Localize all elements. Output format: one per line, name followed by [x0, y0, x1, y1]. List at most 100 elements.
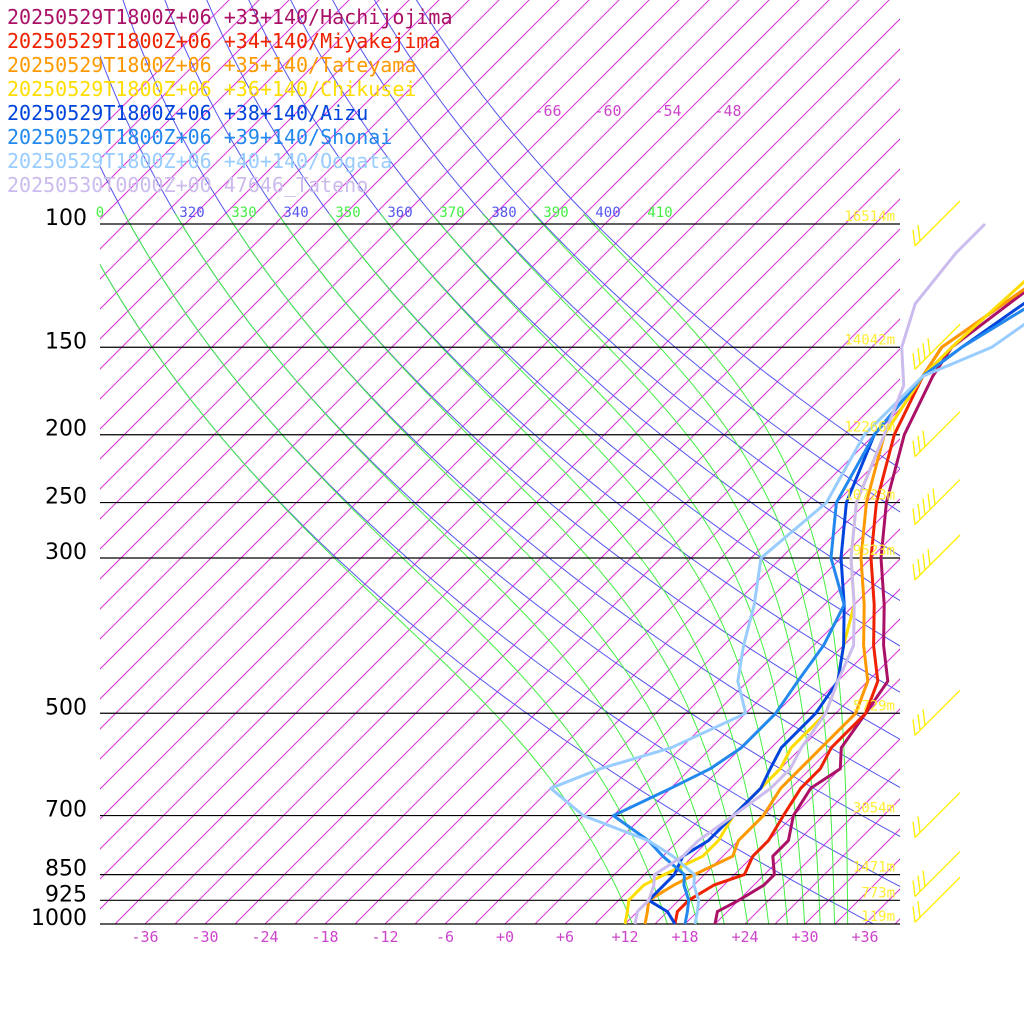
isotherm [114, 138, 900, 924]
level-height-label: 16514m [844, 209, 895, 225]
isotherm [100, 0, 320, 220]
wind-barb-flag [922, 709, 926, 726]
wind-barb-flag [927, 493, 931, 510]
isotherm [774, 798, 900, 924]
wind-barb-flag [912, 229, 916, 247]
isotherm [100, 0, 710, 610]
wind-barb-flag [922, 343, 926, 360]
wind-barb-staff [914, 851, 961, 898]
upper-isotherm-label: -54 [654, 102, 681, 120]
level-height-label: 1471m [853, 860, 895, 876]
isotherm [100, 0, 740, 640]
isotherm [100, 0, 380, 280]
level-height-label: 5729m [853, 698, 895, 714]
wind-barb-staff [914, 689, 961, 736]
wind-barb-flag [912, 563, 916, 581]
theta-label: 400 [595, 205, 620, 221]
isotherm [100, 0, 800, 700]
wind-barb-flag [917, 714, 921, 731]
legend-entry: 20250529T1800Z+06 +39+140/Shonai [7, 125, 392, 149]
isotherm-lines [100, 0, 900, 924]
wind-barb-flag [917, 435, 921, 452]
legend-entry: 20250529T1800Z+06 +38+140/Aizu [7, 101, 368, 125]
wind-barb-staff [914, 792, 961, 839]
wind-barb-flag [912, 440, 916, 457]
isotherm [100, 0, 680, 580]
moist-adiabat [482, 213, 821, 924]
theta-label: 390 [543, 205, 568, 221]
isotherm [100, 78, 900, 880]
temperature-tick-label: +24 [731, 928, 758, 946]
isotherm [100, 0, 770, 670]
isotherm [264, 288, 900, 924]
theta-label: 360 [387, 205, 412, 221]
pressure-tick-label: 100 [45, 206, 87, 231]
moist-adiabat [277, 213, 749, 924]
pressure-tick-label: 300 [45, 540, 87, 565]
legend-entry: 20250529T1800Z+06 +35+140/Tateyama [7, 53, 416, 77]
upper-isotherm-label: -66 [534, 102, 561, 120]
wind-barb-flag [912, 880, 916, 897]
temperature-tick-label: -30 [191, 928, 218, 946]
isotherm [100, 18, 900, 820]
wind-barb-staff [914, 200, 961, 247]
sounding-profile-line [713, 290, 1024, 925]
legend-entry: 20250529T1800Z+06 +40+140/Oogata [7, 149, 392, 173]
pressure-tick-label: 1000 [31, 906, 87, 931]
isotherm [504, 528, 900, 924]
theta-label: 350 [335, 205, 360, 221]
isotherm [100, 0, 860, 760]
isotherm [294, 318, 900, 924]
dry-adiabat [248, 0, 900, 647]
wind-barb-flag [912, 906, 916, 923]
pressure-tick-label: 850 [45, 857, 87, 882]
isotherm [100, 0, 890, 790]
theta-label: 340 [283, 205, 308, 221]
wind-barb-flag [912, 508, 916, 525]
sounding-profiles [549, 222, 1024, 925]
isotherm [324, 348, 900, 924]
sounding-profile-line [633, 222, 987, 925]
isotherm [384, 408, 900, 924]
equivalent-potential-temperature-lines [100, 213, 849, 924]
theta-label: 330 [231, 205, 256, 221]
level-height-label: 10723m [844, 488, 895, 504]
wind-barb-flag [932, 488, 936, 505]
sounding-profile-line [611, 307, 1024, 925]
chart-legend: 20250529T1800Z+06 +33+140/Hachijojima202… [7, 5, 453, 197]
isotherm [894, 918, 900, 924]
pressure-tick-label: 250 [45, 485, 87, 510]
wind-barb-staff [914, 534, 961, 581]
wind-barb-flag [927, 548, 931, 566]
theta-label: 410 [647, 205, 672, 221]
legend-entry: 20250529T1800Z+06 +36+140/Chikusei [7, 77, 416, 101]
isotherm [100, 108, 900, 910]
upper-isotherm-label: -48 [714, 102, 741, 120]
sounding-profile-line [643, 287, 1024, 925]
dry-adiabat [373, 0, 900, 513]
wind-barb-flag [917, 901, 921, 918]
dry-adiabat [332, 0, 900, 557]
temperature-tick-label: -36 [131, 928, 158, 946]
temperature-tick-label: +18 [671, 928, 698, 946]
wind-barb-flag [927, 338, 931, 355]
axis-labels: 100 16514m 150 14042m 200 12266m 250 10723m 300 9… [31, 102, 895, 946]
isotherm [100, 0, 290, 190]
temperature-tick-label: +0 [496, 928, 514, 946]
isotherm [594, 618, 900, 924]
wind-barb-flag [917, 875, 921, 892]
temperature-tick-label: +12 [611, 928, 638, 946]
wind-barb-flag [917, 224, 921, 242]
isotherm [100, 0, 500, 400]
wind-barb-staff [914, 479, 961, 526]
pressure-tick-label: 200 [45, 417, 87, 442]
level-height-label: 119m [861, 909, 895, 925]
isotherm [684, 708, 900, 924]
wind-barb-staff [914, 876, 961, 923]
isotherm [100, 0, 260, 160]
isotherm [100, 48, 900, 850]
isotherm [354, 378, 900, 924]
isotherm [474, 498, 900, 924]
isotherm [234, 258, 900, 924]
level-height-label: 3054m [853, 801, 895, 817]
